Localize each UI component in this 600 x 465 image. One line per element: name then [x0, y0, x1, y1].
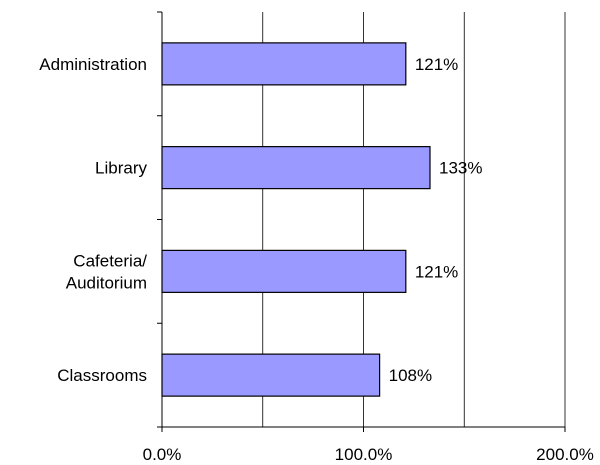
x-tick-label-0: 0.0% — [143, 445, 182, 464]
x-tick-label-2: 200.0% — [536, 445, 594, 464]
category-label-0: Administration — [39, 55, 147, 74]
data-label-3: 108% — [389, 366, 432, 385]
category-label-1: Library — [95, 159, 147, 178]
x-tick-label-1: 100.0% — [335, 445, 393, 464]
category-label-2-line-1: Auditorium — [66, 273, 147, 292]
category-label-3: Classrooms — [57, 366, 147, 385]
bar-1 — [161, 146, 431, 190]
bar-2 — [161, 249, 407, 293]
category-label-2-line-0: Cafeteria/ — [73, 251, 147, 270]
bar-3 — [161, 353, 381, 397]
data-label-0: 121% — [415, 55, 458, 74]
bar-0 — [161, 42, 407, 86]
data-label-1: 133% — [439, 159, 482, 178]
data-label-2: 121% — [415, 262, 458, 281]
